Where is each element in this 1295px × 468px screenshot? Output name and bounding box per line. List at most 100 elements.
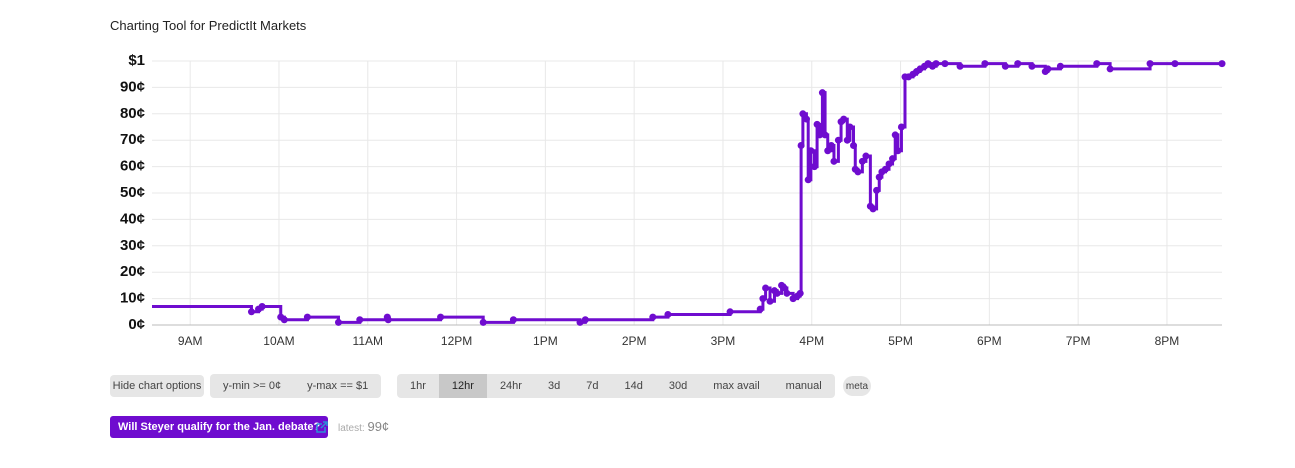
y-tick-label: 30¢ — [120, 237, 145, 254]
latest-label: latest: — [338, 423, 365, 434]
x-tick-label: 3PM — [711, 334, 736, 348]
y-min-toggle[interactable]: y-min >= 0¢ — [223, 380, 282, 392]
range-option[interactable]: 1hr — [410, 380, 426, 392]
price-point — [1014, 60, 1022, 68]
price-point — [802, 115, 810, 123]
price-point — [799, 110, 807, 118]
range-option[interactable]: 24hr — [499, 380, 522, 392]
x-tick-label: 11AM — [353, 334, 383, 348]
price-point — [1106, 65, 1114, 73]
latest-value: 99¢ — [367, 419, 390, 434]
price-point — [258, 303, 266, 311]
x-tick-label: 6PM — [977, 334, 1002, 348]
x-tick-label: 1PM — [533, 334, 558, 348]
y-tick-label: 0¢ — [128, 316, 145, 333]
x-tick-label: 10AM — [263, 334, 294, 348]
price-point — [816, 131, 824, 139]
y-tick-label: 10¢ — [120, 290, 145, 307]
price-point — [384, 316, 392, 324]
price-point — [303, 313, 311, 321]
y-tick-label: 20¢ — [120, 263, 145, 280]
price-point — [797, 141, 805, 149]
price-point — [827, 141, 835, 149]
price-point — [783, 289, 791, 297]
price-point — [981, 60, 989, 68]
range-option[interactable]: manual — [785, 380, 822, 392]
price-point — [247, 308, 255, 316]
y-tick-label: 80¢ — [120, 105, 145, 122]
price-point — [858, 157, 866, 165]
price-point — [818, 89, 826, 97]
price-point — [894, 147, 902, 155]
price-point — [889, 155, 897, 163]
y-tick-label: 40¢ — [120, 210, 145, 227]
price-point — [1171, 60, 1179, 68]
range-option[interactable]: 14d — [624, 380, 643, 392]
price-point — [649, 313, 657, 321]
price-point — [780, 284, 788, 292]
price-point — [834, 136, 842, 144]
price-point — [807, 147, 815, 155]
price-point — [941, 60, 949, 68]
price-point — [796, 289, 804, 297]
price-point — [1146, 60, 1154, 68]
latest: latest: 99¢ — [338, 419, 389, 434]
x-tick-label: 2PM — [622, 334, 647, 348]
price-point — [875, 173, 883, 181]
price-point — [830, 157, 838, 165]
range-option[interactable]: 7d — [586, 380, 599, 392]
x-tick-label: 5PM — [888, 334, 913, 348]
price-point — [726, 308, 734, 316]
price-point — [885, 160, 893, 168]
price-point — [932, 60, 940, 68]
x-tick-label: 8PM — [1155, 334, 1180, 348]
price-point — [766, 297, 774, 305]
y-tick-label: 60¢ — [120, 158, 145, 175]
price-point — [956, 62, 964, 70]
price-point — [773, 289, 781, 297]
price-point — [1044, 65, 1052, 73]
range-option[interactable]: 30d — [668, 380, 688, 392]
y-tick-label: 70¢ — [120, 131, 145, 148]
external-link-icon[interactable] — [315, 420, 329, 434]
price-point — [762, 284, 770, 292]
range-option[interactable]: 3d — [547, 380, 561, 392]
price-point — [280, 316, 288, 324]
price-point — [437, 313, 445, 321]
market-button[interactable]: Will Steyer qualify for the Jan. debate? — [110, 416, 329, 438]
price-point — [843, 136, 851, 144]
price-point — [1028, 62, 1036, 70]
y-tick-label: 90¢ — [120, 78, 145, 95]
price-point — [854, 168, 862, 176]
range-option[interactable]: 12hr — [438, 374, 487, 398]
price-point — [849, 141, 857, 149]
y-max-toggle[interactable]: y-max == $1 — [307, 380, 369, 392]
price-point — [479, 318, 487, 326]
price-point — [1056, 62, 1064, 70]
range-group: 1hr 12hr 24hr 3d 7d 14d 30d max avail manual — [397, 374, 835, 398]
range-option[interactable]: max avail — [713, 380, 760, 392]
price-point — [1218, 60, 1226, 68]
y-tick-label: 50¢ — [120, 184, 145, 201]
price-point — [664, 310, 672, 318]
price-point — [897, 123, 905, 131]
price-point — [356, 316, 364, 324]
price-point — [821, 131, 829, 139]
y-limit-group: y-min >= 0¢ y-max == $1 — [210, 374, 382, 398]
hide-options-button[interactable]: Hide chart options — [110, 375, 204, 397]
price-point — [869, 205, 877, 213]
price-point — [810, 163, 818, 171]
price-point — [862, 152, 870, 160]
price-point — [759, 295, 767, 303]
price-point — [334, 318, 342, 326]
price-point — [1093, 60, 1101, 68]
page-title: Charting Tool for PredictIt Markets — [110, 18, 307, 33]
price-point — [840, 115, 848, 123]
meta-button[interactable]: meta — [843, 376, 871, 396]
price-point — [804, 176, 812, 184]
x-tick-label: 12PM — [441, 334, 472, 348]
price-point — [891, 131, 899, 139]
price-point — [581, 316, 589, 324]
